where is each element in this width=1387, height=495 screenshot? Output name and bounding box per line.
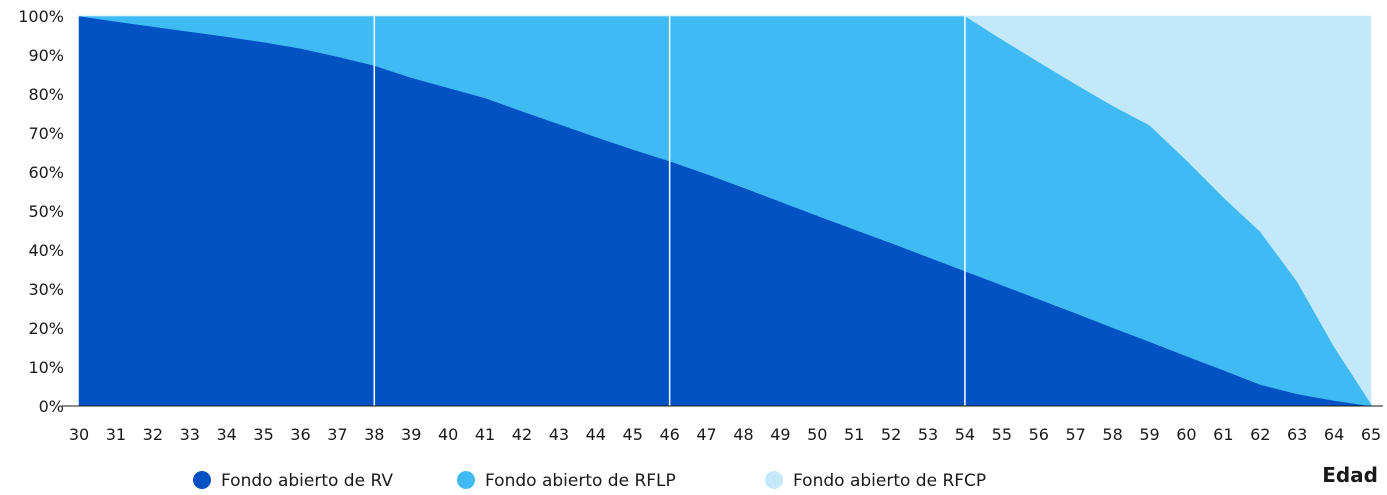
x-tick-label: 59 [1139, 425, 1159, 444]
y-tick-label: 30% [28, 280, 64, 299]
x-tick-label: 54 [955, 425, 975, 444]
x-tick-label: 52 [881, 425, 901, 444]
x-tick-label: 33 [180, 425, 200, 444]
legend: Fondo abierto de RV Fondo abierto de RFLP… [193, 471, 986, 491]
x-tick-label: 53 [918, 425, 938, 444]
x-tick-label: 50 [807, 425, 827, 444]
x-tick-label: 32 [143, 425, 163, 444]
legend-item: Fondo abierto de RV [193, 471, 393, 491]
area-layers [78, 15, 1372, 407]
legend-label: Fondo abierto de RFLP [485, 471, 676, 491]
x-tick-label: 62 [1250, 425, 1270, 444]
legend-swatch [765, 471, 783, 489]
y-tick-label: 50% [28, 202, 64, 221]
legend-swatch [457, 471, 475, 489]
x-tick-label: 56 [1029, 425, 1049, 444]
legend-label: Fondo abierto de RV [221, 471, 393, 491]
vertical-markers [373, 16, 966, 406]
legend-item: Fondo abierto de RFLP [457, 471, 676, 491]
y-tick-label: 70% [28, 124, 64, 143]
x-tick-label: 34 [216, 425, 236, 444]
x-tick-label: 31 [106, 425, 126, 444]
y-axis-ticks: 0% 10% 20% 30% 40% 50% 60% 70% 80% 90% 100% [18, 7, 64, 416]
x-tick-label: 39 [401, 425, 421, 444]
y-tick-label: 80% [28, 85, 64, 104]
legend-item: Fondo abierto de RFCP [765, 471, 986, 491]
x-tick-label: 64 [1324, 425, 1344, 444]
x-tick-label: 47 [696, 425, 716, 444]
area-series-3 [79, 15, 1372, 405]
x-tick-label: 57 [1066, 425, 1086, 444]
x-tick-label: 36 [290, 425, 310, 444]
legend-swatch [193, 471, 211, 489]
x-tick-label: 55 [992, 425, 1012, 444]
x-tick-label: 60 [1176, 425, 1196, 444]
x-tick-label: 42 [512, 425, 532, 444]
y-tick-label: 60% [28, 163, 64, 182]
x-tick-label: 45 [623, 425, 643, 444]
x-tick-label: 43 [549, 425, 569, 444]
x-tick-label: 48 [733, 425, 753, 444]
x-tick-label: 44 [586, 425, 606, 444]
x-tick-label: 63 [1287, 425, 1307, 444]
x-axis-ticks: 30 31 32 33 34 35 36 37 38 39 40 41 42 43 44 45 46 47 48 49… [69, 425, 1381, 444]
y-tick-label: 20% [28, 319, 64, 338]
y-tick-label: 90% [28, 46, 64, 65]
y-tick-label: 0% [39, 397, 64, 416]
x-tick-label: 40 [438, 425, 458, 444]
x-tick-label: 30 [69, 425, 89, 444]
x-tick-label: 41 [475, 425, 495, 444]
y-tick-label: 100% [18, 7, 64, 26]
x-tick-label: 61 [1213, 425, 1233, 444]
x-tick-label: 65 [1361, 425, 1381, 444]
y-tick-label: 40% [28, 241, 64, 260]
x-axis-label: Edad [1322, 463, 1378, 487]
legend-label: Fondo abierto de RFCP [793, 471, 986, 491]
x-tick-label: 58 [1102, 425, 1122, 444]
x-tick-label: 37 [327, 425, 347, 444]
x-tick-label: 51 [844, 425, 864, 444]
x-tick-label: 49 [770, 425, 790, 444]
x-tick-label: 38 [364, 425, 384, 444]
y-tick-label: 10% [28, 358, 64, 377]
x-tick-label: 35 [253, 425, 273, 444]
x-tick-label: 46 [659, 425, 679, 444]
